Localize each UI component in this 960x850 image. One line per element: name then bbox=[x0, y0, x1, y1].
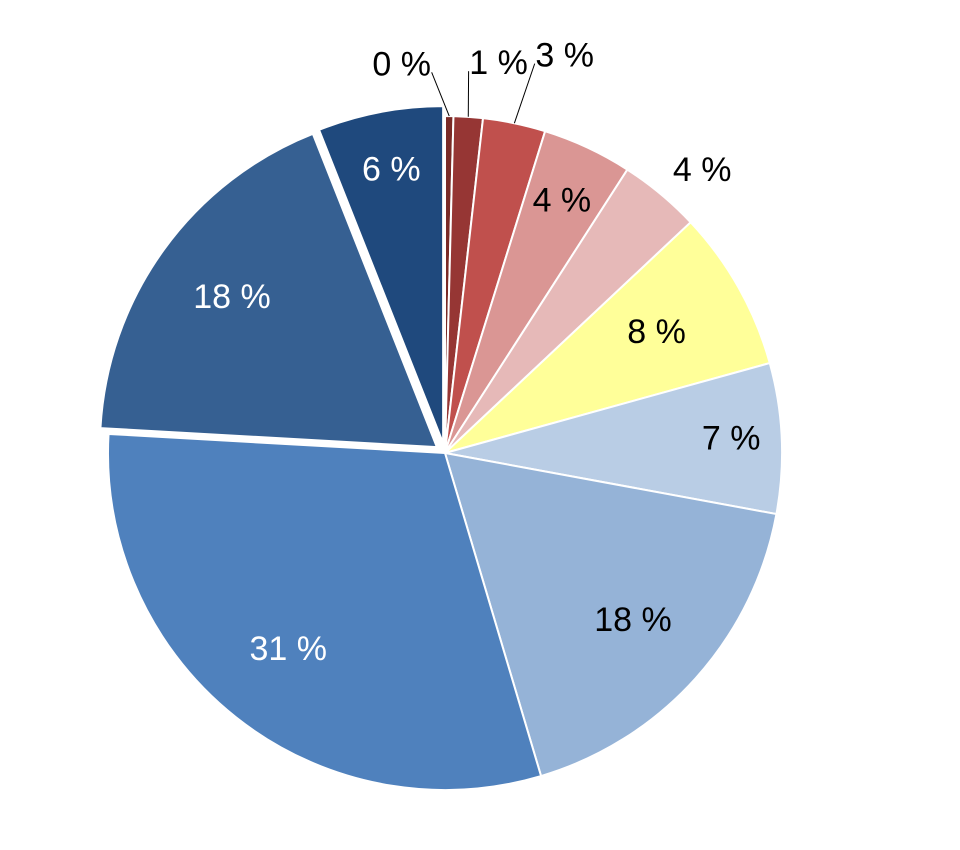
slice-label-5: 4 % bbox=[673, 151, 732, 189]
pie-slice-10 bbox=[99, 132, 439, 449]
slice-label-11: 6 % bbox=[362, 151, 421, 189]
slice-label-9: 31 % bbox=[249, 630, 327, 668]
slice-label-1: 0 % bbox=[372, 45, 431, 83]
slice-label-4: 4 % bbox=[533, 182, 592, 220]
slice-labels: 0 % 1 % 3 % 4 % 4 % 8 % 7 % 18 % 31 % 18 % 6 % bbox=[193, 37, 760, 669]
slice-label-3: 3 % bbox=[535, 37, 594, 75]
slice-label-8: 18 % bbox=[594, 601, 672, 639]
slice-label-2: 1 % bbox=[469, 44, 528, 82]
leader-lines bbox=[431, 63, 536, 124]
pie-slice-8 bbox=[443, 451, 778, 778]
pie-slice-6 bbox=[444, 220, 772, 454]
pie-slice-9 bbox=[107, 432, 543, 791]
leader-line-1 bbox=[431, 72, 450, 117]
slice-label-7: 7 % bbox=[702, 419, 761, 457]
pie-slice-11 bbox=[317, 105, 445, 444]
slice-label-10: 18 % bbox=[193, 278, 271, 316]
pie-slice-7 bbox=[444, 361, 783, 516]
leader-line-3 bbox=[513, 63, 536, 124]
slice-label-6: 8 % bbox=[627, 313, 686, 351]
pie-slices bbox=[99, 105, 783, 791]
